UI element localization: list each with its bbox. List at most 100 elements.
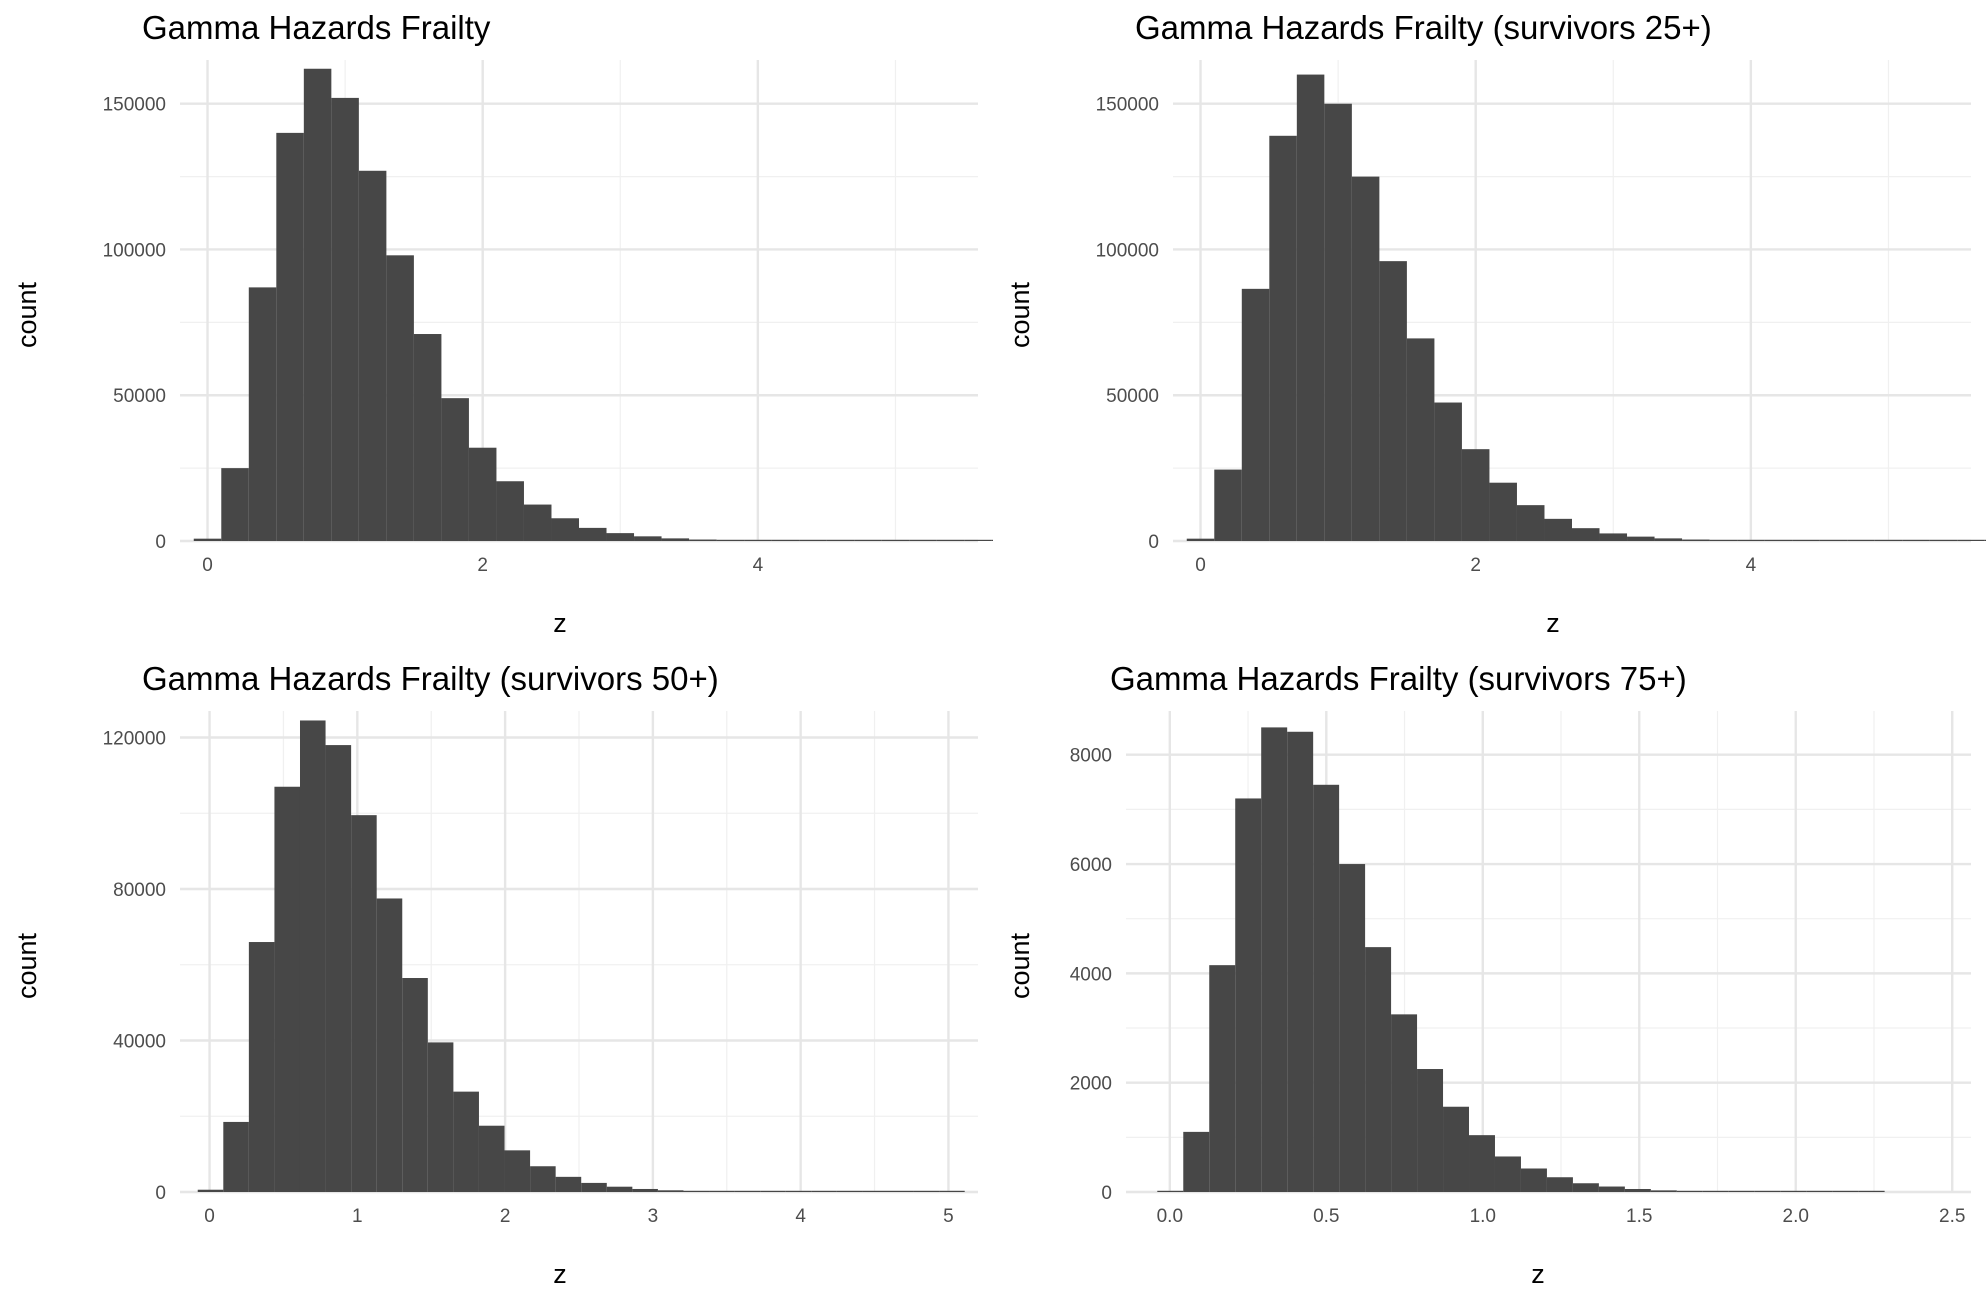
x-tick-label: 2 xyxy=(477,555,488,576)
histogram-bar xyxy=(888,1190,914,1192)
histogram-bar xyxy=(991,539,993,541)
histogram-bar xyxy=(1209,965,1236,1192)
x-tick-label: 2.0 xyxy=(1783,1206,1809,1227)
histogram-bar xyxy=(657,1190,684,1192)
histogram-bar xyxy=(1546,1177,1573,1192)
histogram-bar xyxy=(274,786,300,1192)
histogram-bar xyxy=(530,1166,556,1192)
x-tick-label: 4 xyxy=(795,1206,806,1227)
histogram-bar xyxy=(1598,1186,1625,1192)
histogram-bar xyxy=(1287,731,1314,1192)
histogram-bar xyxy=(909,539,937,541)
histogram-bar xyxy=(1832,1190,1859,1192)
histogram-bar xyxy=(358,170,387,541)
histogram-bar xyxy=(1792,539,1820,541)
histogram-bar xyxy=(1489,482,1517,541)
histogram-bar xyxy=(1957,539,1985,541)
histogram-bar xyxy=(1929,539,1958,541)
histogram-bar xyxy=(1544,518,1572,541)
y-tick-label: 4000 xyxy=(1070,964,1112,985)
y-tick-label: 0 xyxy=(1148,532,1159,553)
histogram-bar xyxy=(551,518,579,541)
x-tick-label: 1 xyxy=(352,1206,363,1227)
histogram-bar xyxy=(811,1190,837,1192)
histogram-bar xyxy=(299,720,326,1192)
y-tick-label: 50000 xyxy=(113,386,166,407)
histogram-bar xyxy=(785,1190,812,1192)
histogram-bar xyxy=(351,815,377,1192)
chart-title: Gamma Hazards Frailty (survivors 75+) xyxy=(1110,660,1687,697)
histogram-bar xyxy=(1984,539,1986,541)
histogram-bar xyxy=(1520,1168,1547,1192)
histogram-bar xyxy=(1702,1190,1729,1192)
histogram-bar xyxy=(1819,539,1848,541)
histogram-bar xyxy=(881,539,910,541)
histogram-bar xyxy=(1764,539,1793,541)
histogram-chart: Gamma Hazards Frailty 0 2 4 0 50000 100000 150… xyxy=(12,9,993,638)
x-tick-label: 0.5 xyxy=(1313,1206,1339,1227)
histogram-bar xyxy=(709,1190,735,1192)
x-tick-label: 0.0 xyxy=(1157,1206,1183,1227)
histogram-bar xyxy=(1599,533,1628,541)
histogram-bar xyxy=(1806,1190,1833,1192)
histogram-bar xyxy=(1516,505,1545,541)
histogram-bar xyxy=(453,1091,479,1192)
histogram-bar xyxy=(504,1150,531,1192)
histogram-bar xyxy=(1494,1156,1521,1192)
histogram-bar xyxy=(1339,864,1366,1192)
x-tick-label: 0 xyxy=(204,1206,215,1227)
histogram-bar xyxy=(1737,539,1765,541)
histogram-bar xyxy=(221,468,249,541)
histogram-chart: Gamma Hazards Frailty (survivors 75+) 0.… xyxy=(1005,660,1971,1289)
histogram-bar xyxy=(1654,538,1683,541)
histogram-bar xyxy=(248,942,275,1192)
y-tick-label: 0 xyxy=(155,1183,166,1204)
histogram-bar xyxy=(1313,784,1340,1192)
x-tick-label: 2.5 xyxy=(1939,1206,1965,1227)
histogram-bar xyxy=(1417,1069,1444,1192)
histogram-bar xyxy=(1461,449,1490,541)
y-axis-label: count xyxy=(12,932,42,999)
x-tick-label: 1.0 xyxy=(1470,1206,1496,1227)
y-tick-label: 8000 xyxy=(1070,746,1112,767)
x-tick-label: 3 xyxy=(648,1206,659,1227)
x-axis-label: z xyxy=(553,1259,567,1289)
x-axis-label: z xyxy=(553,608,567,638)
histogram-bar xyxy=(734,1190,761,1192)
histogram-bar xyxy=(1186,538,1215,541)
histogram-bar xyxy=(1443,1106,1470,1192)
histogram-bar xyxy=(1650,1190,1677,1192)
histogram-bar xyxy=(826,539,855,541)
histogram-bar xyxy=(1269,135,1297,541)
histogram-bar xyxy=(1572,1183,1599,1192)
x-tick-label: 5 xyxy=(943,1206,954,1227)
chart-title: Gamma Hazards Frailty xyxy=(142,9,491,46)
chart-title: Gamma Hazards Frailty (survivors 25+) xyxy=(1135,9,1712,46)
chart-title: Gamma Hazards Frailty (survivors 50+) xyxy=(142,660,719,697)
histogram-bar xyxy=(1235,798,1262,1192)
histogram-bar xyxy=(478,1125,505,1192)
histogram-bar xyxy=(964,539,992,541)
histogram-bar xyxy=(771,539,800,541)
histogram-bar xyxy=(689,539,717,541)
x-tick-label: 2 xyxy=(500,1206,511,1227)
histogram-bar xyxy=(1157,1190,1184,1192)
histogram-bar xyxy=(1572,528,1600,541)
histogram-bar xyxy=(606,1186,633,1192)
histogram-bar xyxy=(1324,103,1352,542)
histogram-bar xyxy=(193,538,222,541)
y-tick-label: 0 xyxy=(1101,1183,1112,1204)
histogram-bar xyxy=(1391,1014,1418,1192)
histogram-panel-survivors-75: Gamma Hazards Frailty (survivors 75+) 0.… xyxy=(993,651,1986,1302)
y-tick-label: 40000 xyxy=(113,1032,166,1053)
x-axis-label: z xyxy=(1531,1259,1545,1289)
histogram-bar xyxy=(862,1190,889,1192)
histogram-bar xyxy=(1214,469,1242,541)
histogram-bar xyxy=(1754,1190,1781,1192)
histogram-bar xyxy=(1874,539,1903,541)
histogram-bar xyxy=(441,398,469,541)
x-tick-label: 4 xyxy=(1746,555,1757,576)
histogram-bar xyxy=(1627,536,1655,541)
histogram-bar xyxy=(331,97,359,541)
histogram-bar xyxy=(744,539,772,541)
